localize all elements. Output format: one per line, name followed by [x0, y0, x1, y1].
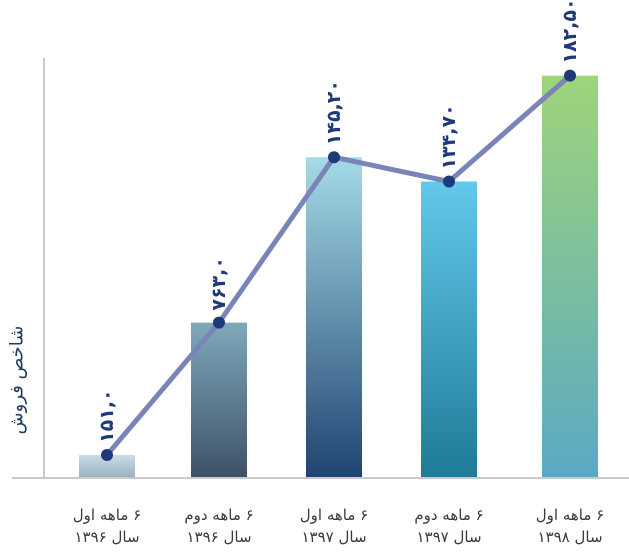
y-axis-label: شاخص فروش: [6, 325, 28, 435]
points-group: [101, 69, 576, 461]
category-label-line1: ۶ ماهه اول: [299, 506, 369, 524]
value-label-4: ۱۳۴,۷۰: [438, 104, 460, 169]
bars-group: [79, 75, 598, 478]
value-label-1: ۱۵۱,۰: [96, 389, 118, 443]
category-label-line1: ۶ ماهه اول: [535, 506, 605, 524]
category-label-4: ۶ ماهه دوم سال ۱۳۹۷: [389, 504, 509, 548]
data-point-3: [328, 151, 340, 164]
category-label-line2: سال ۱۳۹۷: [416, 528, 482, 546]
data-point-4: [443, 175, 455, 188]
data-point-5: [564, 69, 576, 82]
category-label-1: ۶ ماهه اول سال ۱۳۹۶: [47, 504, 167, 548]
category-label-line2: سال ۱۳۹۶: [186, 528, 252, 546]
category-label-line1: ۶ ماهه دوم: [184, 506, 254, 524]
value-labels-group: ۱۵۱,۰ ۷۶۳,۰ ۱۴۵,۲۰ ۱۳۴,۷۰ ۱۸۲,۵۰: [96, 0, 581, 443]
category-label-line1: ۶ ماهه اول: [72, 506, 142, 524]
data-point-1: [101, 448, 113, 461]
data-point-2: [213, 316, 225, 329]
bar-5: [542, 75, 598, 478]
category-label-line2: سال ۱۳۹۶: [74, 528, 140, 546]
value-label-2: ۷۶۳,۰: [208, 257, 230, 311]
bar-3: [306, 157, 362, 477]
category-label-3: ۶ ماهه اول سال ۱۳۹۷: [274, 504, 394, 548]
category-label-line1: ۶ ماهه دوم: [414, 506, 484, 524]
value-label-5: ۱۸۲,۵۰: [559, 0, 581, 64]
category-label-line2: سال ۱۳۹۸: [537, 528, 603, 546]
bar-1: [79, 454, 135, 477]
bar-4: [421, 181, 477, 477]
value-label-3: ۱۴۵,۲۰: [323, 80, 345, 145]
category-label-2: ۶ ماهه دوم سال ۱۳۹۶: [159, 504, 279, 548]
category-label-line2: سال ۱۳۹۷: [301, 528, 367, 546]
category-label-5: ۶ ماهه اول سال ۱۳۹۸: [510, 504, 629, 548]
